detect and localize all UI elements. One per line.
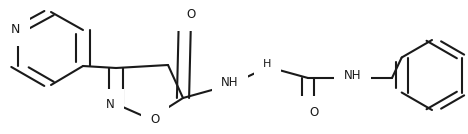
- Text: O: O: [186, 8, 196, 21]
- Text: NH: NH: [344, 69, 361, 82]
- Text: O: O: [309, 106, 319, 119]
- Text: N: N: [106, 98, 115, 111]
- Text: NH: NH: [221, 76, 239, 89]
- Text: O: O: [150, 113, 159, 126]
- Text: N: N: [11, 23, 20, 36]
- Text: H: H: [263, 59, 272, 69]
